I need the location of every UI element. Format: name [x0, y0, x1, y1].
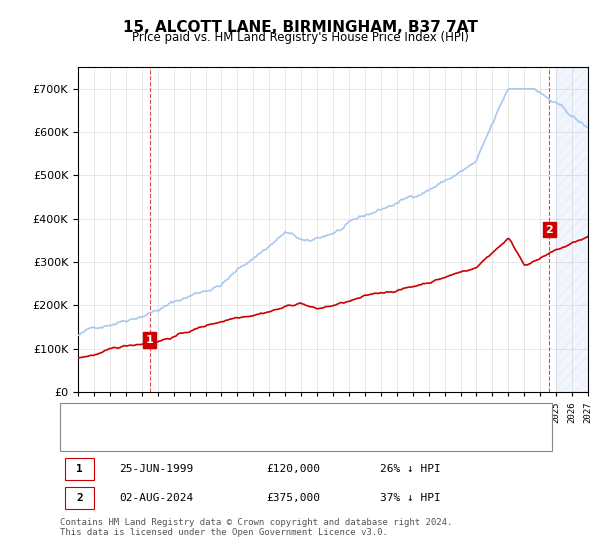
Text: 2: 2	[545, 225, 553, 235]
Text: 02-AUG-2024: 02-AUG-2024	[119, 493, 193, 503]
Text: Price paid vs. HM Land Registry's House Price Index (HPI): Price paid vs. HM Land Registry's House …	[131, 31, 469, 44]
Bar	[556, 67, 588, 392]
Text: 1: 1	[146, 335, 154, 345]
Text: 1: 1	[76, 464, 83, 474]
Text: 15, ALCOTT LANE, BIRMINGHAM, B37 7AT: 15, ALCOTT LANE, BIRMINGHAM, B37 7AT	[122, 20, 478, 35]
Text: HPI: Average price, detached house, Solihull: HPI: Average price, detached house, Soli…	[109, 434, 384, 444]
Text: 26% ↓ HPI: 26% ↓ HPI	[380, 464, 440, 474]
Text: Contains HM Land Registry data © Crown copyright and database right 2024.
This d: Contains HM Land Registry data © Crown c…	[60, 518, 452, 538]
FancyBboxPatch shape	[60, 403, 552, 451]
Text: £375,000: £375,000	[266, 493, 320, 503]
Text: 25-JUN-1999: 25-JUN-1999	[119, 464, 193, 474]
Text: 37% ↓ HPI: 37% ↓ HPI	[380, 493, 440, 503]
Text: 2: 2	[76, 493, 83, 503]
FancyBboxPatch shape	[65, 487, 94, 510]
Text: £120,000: £120,000	[266, 464, 320, 474]
FancyBboxPatch shape	[65, 458, 94, 480]
Text: 15, ALCOTT LANE, BIRMINGHAM, B37 7AT (detached house): 15, ALCOTT LANE, BIRMINGHAM, B37 7AT (de…	[109, 410, 440, 420]
